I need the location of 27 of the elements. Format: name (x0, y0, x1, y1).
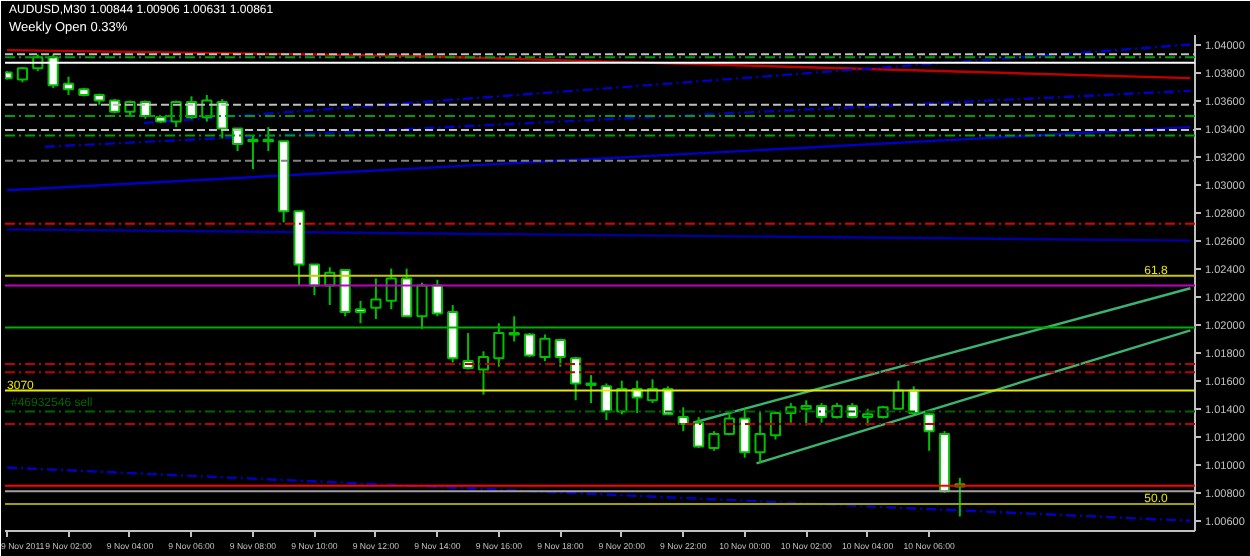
candlestick (354, 299, 367, 325)
candlestick (616, 379, 628, 416)
candlestick (523, 332, 536, 358)
candlestick (447, 304, 459, 364)
candlestick (262, 126, 274, 152)
candlestick (585, 374, 597, 405)
candlestick (508, 315, 520, 343)
candlestick (385, 267, 397, 311)
candlestick (815, 402, 828, 424)
candlestick (539, 333, 551, 363)
candlestick (493, 322, 505, 368)
candlestick (431, 278, 443, 318)
candlestick (247, 134, 259, 171)
candlestick (769, 410, 782, 441)
candlestick (800, 399, 812, 427)
candlestick (401, 267, 413, 318)
candlestick (370, 277, 382, 321)
candlestick (216, 98, 228, 140)
candlestick (708, 430, 720, 452)
candlestick (570, 355, 582, 402)
candlestick (554, 337, 566, 368)
candlestick (693, 416, 705, 449)
candlestick (754, 410, 766, 465)
line-series (5, 48, 1192, 80)
candlestick (416, 281, 428, 330)
candlestick (739, 407, 751, 459)
candlestick (62, 75, 75, 96)
